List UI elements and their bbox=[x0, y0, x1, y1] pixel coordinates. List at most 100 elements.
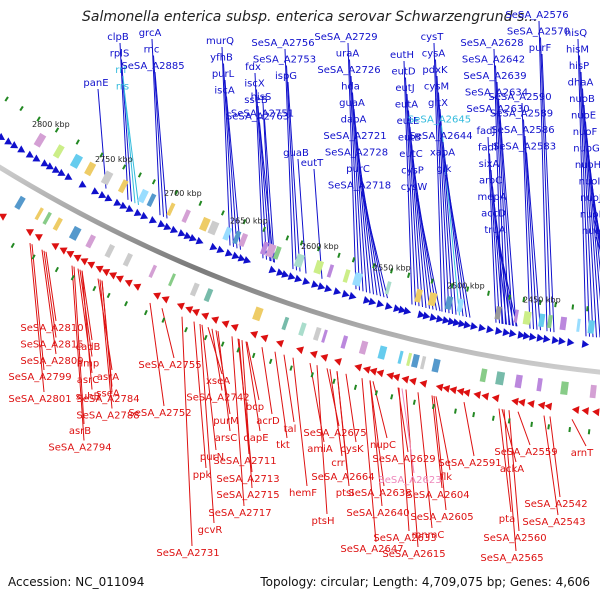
leader-line bbox=[207, 327, 223, 375]
leader-line bbox=[583, 104, 600, 338]
scale-label: 2500 kbp bbox=[447, 282, 485, 291]
leader-line bbox=[221, 46, 231, 246]
leader-line bbox=[97, 278, 113, 371]
scale-tick bbox=[19, 105, 24, 112]
reverse-gene-arrow bbox=[25, 229, 34, 237]
gene-label: SeSA_A2713 bbox=[216, 474, 279, 485]
gene-label: asrB bbox=[69, 426, 91, 437]
feature-block bbox=[222, 226, 233, 241]
gene-label: cysT bbox=[421, 32, 445, 43]
gene-label: rnc bbox=[144, 45, 160, 56]
reverse-gene-arrow bbox=[473, 391, 481, 399]
feature-block bbox=[513, 309, 519, 323]
leader-line bbox=[538, 20, 548, 332]
feature-block bbox=[52, 144, 65, 159]
feature-block bbox=[536, 377, 543, 392]
reverse-gene-arrow bbox=[462, 389, 471, 397]
scale-tick bbox=[530, 421, 533, 428]
leader-line bbox=[292, 357, 308, 487]
leader-line bbox=[256, 89, 267, 260]
gene-label: eutE bbox=[397, 116, 420, 127]
forward-gene-arrow bbox=[348, 291, 357, 300]
leader-line bbox=[352, 92, 367, 293]
leader-line bbox=[498, 408, 512, 513]
gene-label: SeSA_A2645 bbox=[408, 115, 471, 126]
gene-label: SeSA_A2815 bbox=[20, 340, 83, 351]
gene-label: SeSA_A2605 bbox=[410, 512, 473, 523]
gene-label: SeSA_A2729 bbox=[314, 32, 377, 43]
forward-gene-arrow bbox=[119, 201, 128, 209]
gene-label: asrA bbox=[97, 372, 119, 383]
leader-line bbox=[508, 410, 520, 532]
leader-line bbox=[397, 387, 409, 453]
feature-block bbox=[259, 241, 270, 256]
forward-gene-arrow bbox=[157, 219, 166, 228]
feature-block bbox=[42, 211, 52, 225]
leader-line bbox=[149, 302, 165, 407]
leader-line bbox=[489, 153, 500, 324]
forward-gene-arrow bbox=[133, 208, 142, 216]
leader-line bbox=[369, 380, 385, 487]
feature-block bbox=[14, 195, 26, 210]
forward-gene-arrow bbox=[317, 282, 326, 290]
gene-label: eutB bbox=[398, 133, 421, 144]
scale-tick bbox=[161, 317, 166, 323]
accession-text: Accession: NC_011094 bbox=[8, 575, 145, 589]
gene-label: SeSA_A2642 bbox=[462, 55, 525, 66]
gene-label: SeSA_A2753 bbox=[253, 55, 316, 66]
gene-label: crr bbox=[331, 458, 345, 469]
scale-tick bbox=[262, 226, 267, 233]
feature-block bbox=[33, 132, 47, 148]
reverse-gene-arrow bbox=[491, 394, 500, 403]
reverse-gene-arrow bbox=[115, 275, 124, 283]
forward-gene-arrow bbox=[113, 198, 122, 206]
leader-line bbox=[262, 102, 272, 262]
feature-block bbox=[587, 320, 596, 334]
label-leader-lines bbox=[29, 20, 600, 552]
leader-line bbox=[336, 371, 350, 487]
leader-line bbox=[231, 336, 245, 507]
forward-gene-arrow bbox=[458, 319, 466, 328]
gene-label: dapA bbox=[341, 115, 367, 126]
reverse-gene-arrow bbox=[592, 408, 600, 417]
feature-block bbox=[559, 316, 568, 331]
gene-label: yfhB bbox=[210, 53, 233, 64]
gene-label: accD bbox=[481, 209, 506, 220]
feature-block bbox=[85, 234, 96, 249]
scale-tick bbox=[54, 127, 60, 133]
leader-line bbox=[287, 81, 301, 272]
leader-line bbox=[431, 395, 443, 489]
forward-gene-arrow bbox=[163, 222, 172, 230]
forward-gene-arrow bbox=[581, 340, 590, 348]
reverse-gene-arrow bbox=[80, 258, 89, 266]
forward-gene-arrow bbox=[4, 137, 13, 145]
reverse-gene-arrow bbox=[176, 302, 185, 311]
leader-line bbox=[153, 55, 164, 217]
gene-label: nuoJ bbox=[580, 193, 600, 204]
feature-block bbox=[342, 269, 351, 283]
leader-line bbox=[77, 268, 93, 374]
feature-block bbox=[419, 355, 427, 370]
reverse-gene-arrow bbox=[581, 407, 589, 416]
feature-block bbox=[589, 384, 597, 399]
forward-gene-arrow bbox=[558, 337, 566, 345]
scale-tick bbox=[508, 294, 512, 300]
leader-line bbox=[398, 387, 410, 532]
feature-block bbox=[52, 217, 63, 231]
leader-line bbox=[577, 38, 587, 337]
forward-gene-arrow bbox=[543, 334, 551, 343]
reverse-gene-arrow bbox=[201, 312, 210, 320]
gene-label: ispG bbox=[275, 71, 297, 82]
gene-label: eutH bbox=[390, 50, 414, 61]
forward-gene-arrow bbox=[470, 322, 478, 330]
gene-label: guaB bbox=[283, 148, 309, 159]
leader-line bbox=[199, 323, 215, 524]
scale-tick bbox=[450, 283, 454, 289]
leader-line bbox=[151, 38, 161, 216]
feature-block bbox=[117, 179, 129, 194]
gene-label: rrf bbox=[115, 65, 127, 76]
feature-block bbox=[84, 161, 97, 177]
forward-gene-arrow bbox=[341, 289, 350, 298]
scale-label: 2700 kbp bbox=[164, 189, 202, 198]
forward-gene-arrow bbox=[64, 172, 73, 180]
